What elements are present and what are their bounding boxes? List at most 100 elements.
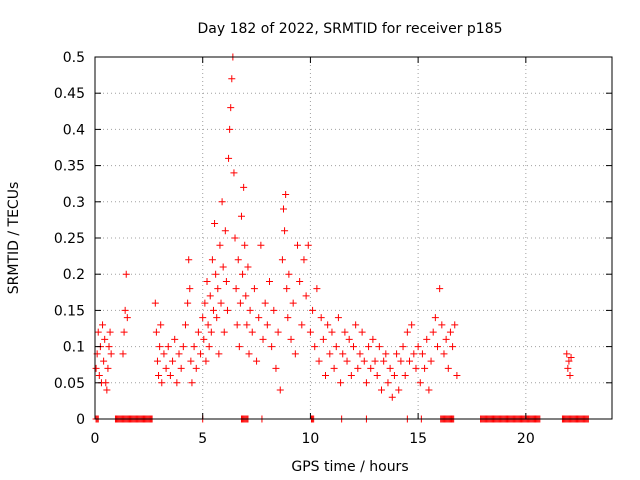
x-tick-label: 10 <box>302 431 320 447</box>
data-point <box>208 256 216 264</box>
data-point <box>203 277 211 285</box>
data-point <box>567 353 575 361</box>
data-point <box>171 335 179 343</box>
data-point <box>220 328 228 336</box>
data-point <box>367 364 375 372</box>
data-point <box>250 285 258 293</box>
data-point <box>306 328 314 336</box>
data-point <box>105 343 113 351</box>
x-tick-label: 20 <box>517 431 535 447</box>
data-point <box>330 364 338 372</box>
data-point <box>184 299 192 307</box>
y-tick-label: 0.05 <box>54 376 85 392</box>
data-point <box>214 285 222 293</box>
data-point <box>231 234 239 242</box>
x-axis: 0 5 10 15 20 <box>91 57 535 447</box>
data-point <box>378 386 386 394</box>
data-point <box>217 299 225 307</box>
data-point <box>425 386 433 394</box>
data-point <box>302 292 310 300</box>
data-point <box>360 357 368 365</box>
data-point <box>421 364 429 372</box>
data-point <box>235 343 243 351</box>
data-point <box>380 357 388 365</box>
data-point <box>434 343 442 351</box>
data-point <box>119 350 127 358</box>
data-point <box>237 212 245 220</box>
data-point <box>284 314 292 322</box>
x-tick-label: 5 <box>198 431 207 447</box>
data-point <box>453 372 461 380</box>
data-point <box>232 285 240 293</box>
data-point <box>240 183 248 191</box>
data-point <box>343 357 351 365</box>
data-point <box>339 350 347 358</box>
data-point <box>188 379 196 387</box>
data-point <box>241 241 249 249</box>
y-tick-label: 0.3 <box>63 195 85 211</box>
data-point <box>239 270 247 278</box>
data-point <box>309 306 317 314</box>
data-point <box>120 328 128 336</box>
data-point <box>253 357 261 365</box>
data-point <box>444 364 452 372</box>
data-point <box>293 241 301 249</box>
data-point <box>185 256 193 264</box>
data-point <box>354 364 362 372</box>
data-point <box>102 379 110 387</box>
data-point <box>270 306 278 314</box>
data-point <box>371 357 379 365</box>
data-point <box>194 328 202 336</box>
data-point <box>566 372 574 380</box>
data-point <box>358 328 366 336</box>
data-point <box>216 241 224 249</box>
data-point <box>565 357 573 365</box>
data-point <box>563 350 571 358</box>
data-point <box>304 241 312 249</box>
data-point <box>418 350 426 358</box>
data-point <box>356 350 364 358</box>
data-point <box>255 314 263 322</box>
data-point <box>296 277 304 285</box>
data-point <box>412 364 420 372</box>
data-point <box>151 299 159 307</box>
data-point <box>248 328 256 336</box>
data-point <box>223 306 231 314</box>
data-point <box>263 321 271 329</box>
data-point <box>283 285 291 293</box>
data-point <box>244 263 252 271</box>
x-tick-label: 15 <box>409 431 427 447</box>
data-point <box>162 364 170 372</box>
y-tick-label: 0.45 <box>54 86 85 102</box>
data-point <box>282 191 290 199</box>
data-point <box>311 343 319 351</box>
data-point <box>94 328 102 336</box>
data-point <box>100 357 108 365</box>
data-point <box>225 154 233 162</box>
y-axis-label: SRMTID / TECUs <box>6 182 22 295</box>
data-point <box>236 299 244 307</box>
data-point <box>190 343 198 351</box>
data-point <box>285 270 293 278</box>
data-point <box>328 328 336 336</box>
data-point <box>317 314 325 322</box>
data-point <box>226 125 234 133</box>
y-tick-label: 0.2 <box>63 267 85 283</box>
data-point <box>261 299 269 307</box>
x-tick-label: 0 <box>91 431 100 447</box>
y-tick-label: 0.35 <box>54 159 85 175</box>
data-point <box>321 372 329 380</box>
data-point <box>373 372 381 380</box>
data-point <box>259 335 267 343</box>
data-point <box>227 104 235 112</box>
data-point <box>416 379 424 387</box>
data-point <box>205 343 213 351</box>
data-point <box>212 270 220 278</box>
data-point <box>442 335 450 343</box>
data-point <box>204 321 212 329</box>
data-point <box>436 285 444 293</box>
data-point <box>403 328 411 336</box>
data-point <box>156 343 164 351</box>
data-point <box>291 350 299 358</box>
data-point <box>272 364 280 372</box>
